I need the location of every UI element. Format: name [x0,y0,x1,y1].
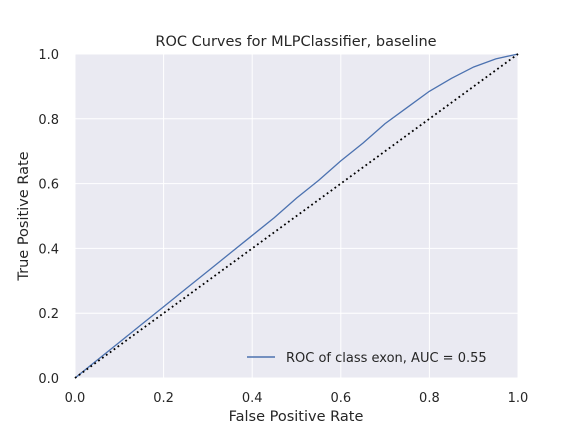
y-tick-label: 1.0 [38,48,59,63]
tick-labels: 0.0 0.2 0.4 0.6 0.8 1.0 0.0 0.2 0.4 0.6 0.8 1.0 [38,48,528,406]
legend-entry-label: ROC of class exon, AUC = 0.55 [286,351,487,366]
x-tick-label: 0.2 [153,391,174,406]
grid [74,53,519,379]
series-layer [74,53,519,379]
y-axis-label: True Positive Rate [16,151,32,281]
y-tick-label: 0.0 [38,372,59,387]
y-tick-label: 0.4 [38,242,59,257]
x-tick-label: 0.4 [242,391,263,406]
chart-title: ROC Curves for MLPClassifier, baseline [155,34,436,50]
x-tick-label: 1.0 [508,391,529,406]
x-tick-label: 0.0 [65,391,86,406]
y-tick-label: 0.8 [38,113,59,128]
y-tick-label: 0.6 [38,178,59,193]
x-axis-label: False Positive Rate [229,409,364,425]
chance-diagonal-line [74,53,519,379]
legend: ROC of class exon, AUC = 0.55 [247,351,487,366]
x-tick-label: 0.8 [419,391,440,406]
roc-curve-line [74,53,519,379]
x-tick-label: 0.6 [330,391,351,406]
y-tick-label: 0.2 [38,307,59,322]
